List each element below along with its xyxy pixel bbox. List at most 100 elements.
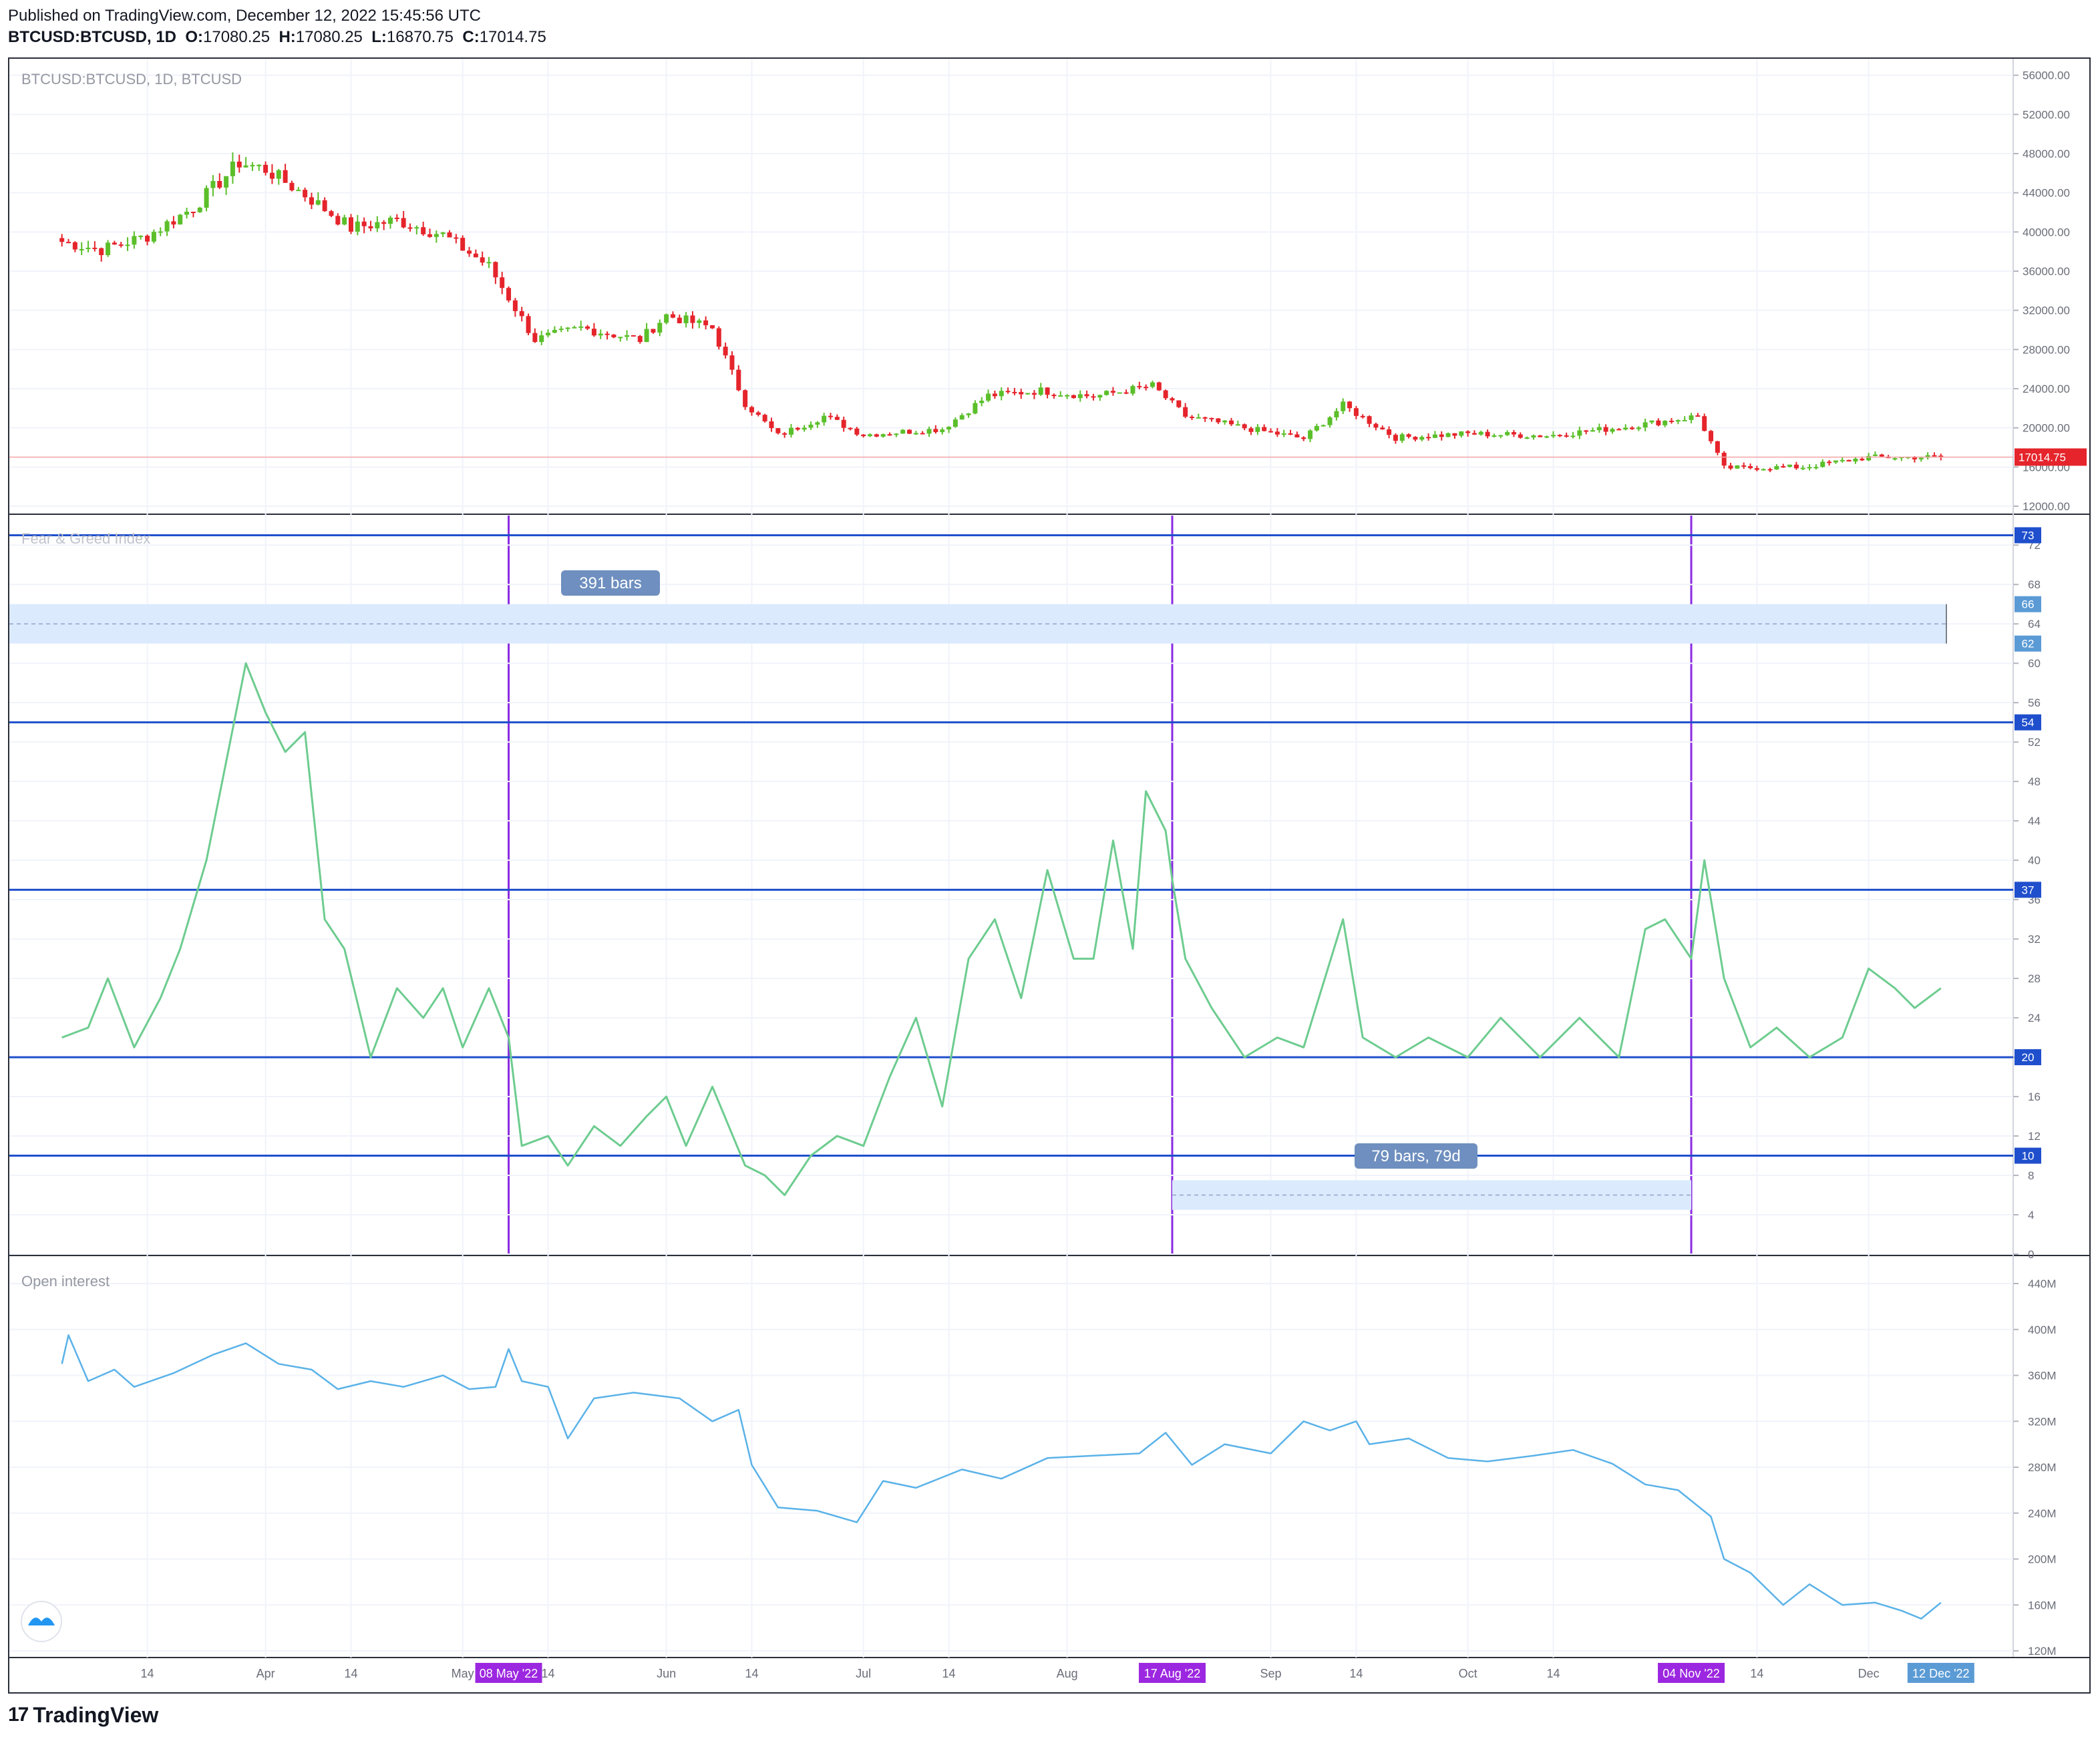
tradingview-logo[interactable]: 17 TradingView [8, 1700, 158, 1730]
time-axis-label: 14 [942, 1667, 956, 1680]
candle-body [1827, 461, 1832, 463]
candle-body [440, 232, 446, 234]
candle-body [1123, 392, 1129, 394]
candle-body [1045, 387, 1050, 395]
candle-body [1399, 434, 1405, 441]
time-axis-label: Aug [1057, 1667, 1078, 1680]
candle-body [1649, 420, 1654, 423]
candle-body [644, 329, 649, 343]
range-79-bars[interactable]: 79 bars, 79d [1355, 1143, 1477, 1169]
candle-body [959, 415, 965, 420]
price-axis-label: 32000.00 [2023, 305, 2070, 317]
candle-body [1636, 427, 1641, 429]
candle-body [1459, 431, 1464, 436]
candle-body [1623, 427, 1628, 430]
candle-body [1084, 394, 1089, 397]
symbol-ohlc-line: BTCUSD:BTCUSD, 1D O:17080.25 H:17080.25 … [8, 28, 546, 47]
candle-body [164, 221, 170, 232]
candle-body [1202, 417, 1208, 419]
candle-body [1097, 395, 1103, 398]
time-axis-label: Apr [256, 1667, 275, 1680]
candle-body [1387, 429, 1392, 435]
time-axis-label: Oct [1459, 1667, 1477, 1680]
level-badge [2015, 635, 2041, 652]
price-pane[interactable] [9, 152, 2013, 473]
candle-body [1341, 401, 1346, 411]
range-391-bars[interactable]: 391 bars [561, 570, 660, 596]
time-marker-badge [1138, 1663, 1206, 1683]
candle-body [729, 355, 735, 370]
candle-body [907, 429, 912, 434]
candle-body [486, 262, 492, 264]
candle-body [618, 337, 623, 339]
candle-body [526, 316, 531, 333]
candle-body [1012, 391, 1017, 393]
candle-body [1531, 435, 1536, 437]
candle-body [329, 211, 334, 216]
candle-body [1274, 431, 1280, 435]
candle-body [467, 250, 472, 254]
candle-body [66, 242, 71, 244]
price-pane-title: BTCUSD:BTCUSD, 1D, BTCUSD [21, 71, 242, 87]
candle-body [394, 217, 399, 219]
candle-body [1781, 465, 1786, 467]
candle-body [539, 335, 544, 343]
candle-body [1767, 469, 1773, 471]
candle-body [138, 235, 144, 237]
candle-body [375, 222, 380, 228]
candle-body [651, 329, 656, 333]
candle-body [303, 190, 308, 198]
candle-body [368, 226, 373, 228]
oi-axis-label: 360M [2028, 1370, 2057, 1382]
candle-body [913, 433, 918, 435]
candle-body [1406, 434, 1411, 437]
level-badge [2015, 1049, 2041, 1066]
range-79-bars-label: 79 bars, 79d [1371, 1147, 1460, 1165]
candle-body [309, 197, 314, 205]
open-interest-pane[interactable] [61, 1334, 1942, 1620]
candle-body [795, 427, 800, 430]
candle-body [256, 164, 262, 166]
candle-body [631, 335, 636, 337]
candle-body [1117, 392, 1122, 394]
candle-body [966, 413, 971, 415]
last-price-badge [2015, 448, 2087, 466]
candle-body [880, 434, 886, 437]
candle-body [572, 327, 577, 329]
level-badge-label: 66 [2022, 598, 2035, 611]
candle-body [1288, 433, 1293, 435]
price-axis-label: 40000.00 [2023, 226, 2070, 238]
candle-body [1452, 433, 1457, 436]
candle-body [1248, 428, 1254, 432]
candle-body [585, 326, 590, 329]
candle-body [1150, 382, 1155, 387]
candle-body [125, 244, 130, 246]
candle-body [224, 176, 229, 188]
fear-greed-title: Fear & Greed Index [21, 530, 150, 547]
candle-body [407, 227, 413, 229]
time-axis-label: 14 [542, 1667, 555, 1680]
oi-axis-label: 440M [2028, 1278, 2057, 1290]
fear-greed-pane[interactable] [9, 534, 2013, 1210]
chart-svg[interactable]: 14 Apr 14 May 14 Jun 14 Jul 14 Aug Sep 14 Oct 14 14 Dec… [9, 59, 2089, 1692]
price-axis-label: 44000.00 [2023, 187, 2070, 200]
candle-body [381, 222, 387, 224]
fgi-axis-label: 60 [2028, 657, 2041, 670]
time-marker-label: 08 May '22 [480, 1667, 538, 1680]
candle-body [578, 326, 584, 328]
candle-body [250, 165, 255, 167]
candle-body [598, 333, 603, 336]
candle-body [1196, 417, 1201, 419]
candle-body [85, 247, 91, 249]
time-marker-badge [1907, 1663, 1974, 1683]
chart-area[interactable]: 14 Apr 14 May 14 Jun 14 Jul 14 Aug Sep 14 Oct 14 14 Dec… [8, 57, 2091, 1694]
fgi-axis-label: 16 [2028, 1091, 2041, 1103]
fgi-axis-label: 40 [2028, 854, 2041, 867]
candle-body [565, 327, 570, 329]
candle-body [1505, 432, 1510, 435]
candle-body [591, 329, 596, 336]
candle-body [230, 161, 235, 176]
candle-body [775, 428, 781, 433]
fgi-axis-label: 8 [2028, 1169, 2034, 1182]
candle-body [283, 170, 288, 183]
